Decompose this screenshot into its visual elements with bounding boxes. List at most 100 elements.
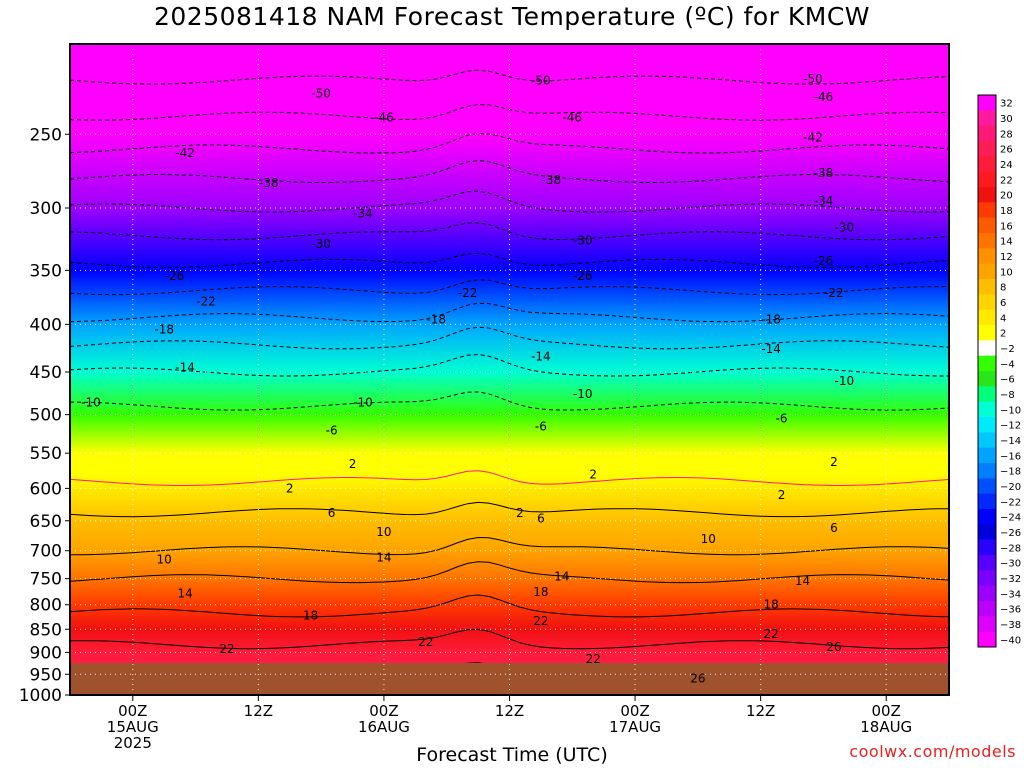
colorbar-label: −32 [1000, 574, 1021, 585]
contour-label: -22 [824, 286, 844, 300]
contour-label: 2 [778, 488, 786, 502]
contour-label: -34 [814, 194, 834, 208]
colorbar-label: 2 [1000, 329, 1006, 340]
colorbar-swatch [978, 601, 996, 617]
contour-label: 26 [690, 671, 705, 685]
isotherm-line [70, 190, 949, 213]
colorbar-swatch [978, 539, 996, 556]
isotherm-line [70, 470, 949, 486]
colorbar-label: 18 [1000, 206, 1013, 217]
isotherm-line [70, 69, 949, 85]
contour-label: 18 [533, 585, 548, 599]
contour-label: -38 [542, 173, 562, 187]
colorbar-swatch [978, 509, 996, 525]
colorbar-label: 8 [1000, 283, 1006, 294]
contour-label: -38 [814, 166, 834, 180]
contour-label: -10 [835, 374, 855, 388]
colorbar-label: −6 [1000, 375, 1015, 386]
x-tick-label: 17AUG [609, 718, 661, 736]
contour-label: -6 [535, 420, 547, 434]
colorbar-swatch [978, 631, 996, 648]
y-tick-label: 550 [30, 444, 62, 464]
colorbar-swatch [978, 125, 996, 142]
contour-label: -14 [531, 349, 551, 363]
colorbar-swatch [978, 463, 996, 479]
colorbar-label: 12 [1000, 252, 1013, 263]
contour-label: -46 [374, 111, 394, 125]
contour-label: 22 [763, 627, 778, 641]
colorbar-swatch [978, 555, 996, 571]
y-tick-label: 650 [30, 512, 62, 532]
colorbar-swatch [978, 141, 996, 157]
contour-label: 6 [830, 521, 838, 535]
contour-label: -42 [803, 130, 823, 144]
y-tick-label: 800 [30, 596, 62, 616]
contour-label: -18 [426, 312, 446, 326]
colorbar-swatch [978, 263, 996, 280]
contour-label: 14 [177, 586, 192, 600]
contour-label: 6 [537, 511, 545, 525]
contour-label: -18 [154, 322, 174, 336]
isotherm-line [70, 222, 949, 241]
colorbar: 32 30 28 26 24 22 20 18 16 14 12 10 8 6 4 2 −2 −4 −6 −8 −10 −… [977, 94, 1021, 648]
contour-label: -38 [259, 176, 279, 190]
isotherm-line [70, 536, 949, 556]
colorbar-swatch [978, 248, 996, 265]
contour-label: -22 [458, 286, 478, 300]
contour-label: 14 [554, 569, 569, 583]
colorbar-label: 30 [1000, 114, 1013, 125]
colorbar-swatch [978, 340, 996, 357]
colorbar-swatch [978, 493, 996, 510]
y-tick-label: 600 [30, 479, 62, 499]
isotherm-line [70, 391, 949, 411]
contour-label: 10 [376, 525, 391, 539]
colorbar-label: −2 [1000, 344, 1015, 355]
colorbar-swatch [978, 371, 996, 387]
source-credit: coolwx.com/models [849, 742, 1016, 761]
y-tick-label: 450 [30, 363, 62, 383]
colorbar-label: −12 [1000, 421, 1021, 432]
contour-label: 22 [219, 642, 234, 656]
x-tick-label: 12Z [495, 702, 524, 720]
contour-label: 18 [303, 609, 318, 623]
colorbar-swatch [978, 217, 996, 234]
colorbar-swatch [978, 233, 996, 249]
y-tick-label: 750 [30, 570, 62, 590]
x-tick-label: 12Z [244, 702, 273, 720]
colorbar-frame [977, 94, 997, 648]
contour-label: -10 [353, 395, 373, 409]
colorbar-label: 6 [1000, 298, 1006, 309]
colorbar-swatch [978, 355, 996, 372]
colorbar-swatch [978, 570, 996, 587]
colorbar-swatch [978, 524, 996, 541]
colorbar-label: −34 [1000, 589, 1021, 600]
colorbar-label: 22 [1000, 175, 1013, 186]
contour-label: -50 [531, 74, 551, 88]
x-tick-label: 00Z [620, 702, 649, 720]
contour-label: -46 [562, 111, 582, 125]
contour-label: -30 [573, 233, 593, 247]
isotherm-line [70, 501, 949, 518]
y-tick-label: 350 [30, 261, 62, 281]
colorbar-label: −4 [1000, 359, 1015, 370]
contour-label: -14 [175, 360, 195, 374]
contour-label: -18 [761, 312, 781, 326]
y-tick-label: 500 [30, 406, 62, 426]
x-tick-label: 00Z [369, 702, 398, 720]
contour-label: -10 [573, 387, 593, 401]
colorbar-swatch [978, 110, 996, 127]
contour-label: -34 [353, 206, 373, 220]
isotherm-line [70, 561, 949, 584]
contour-label: 22 [586, 652, 601, 666]
contour-label: -50 [311, 86, 331, 100]
colorbar-swatch [978, 294, 996, 311]
contour-label: 2 [286, 481, 294, 495]
x-tick-label: 00Z [872, 702, 901, 720]
y-tick-label: 900 [30, 643, 62, 663]
isotherm-line [70, 252, 949, 268]
colorbar-label: 24 [1000, 160, 1013, 171]
y-tick-label: 300 [30, 199, 62, 219]
contour-label: 6 [328, 506, 336, 520]
